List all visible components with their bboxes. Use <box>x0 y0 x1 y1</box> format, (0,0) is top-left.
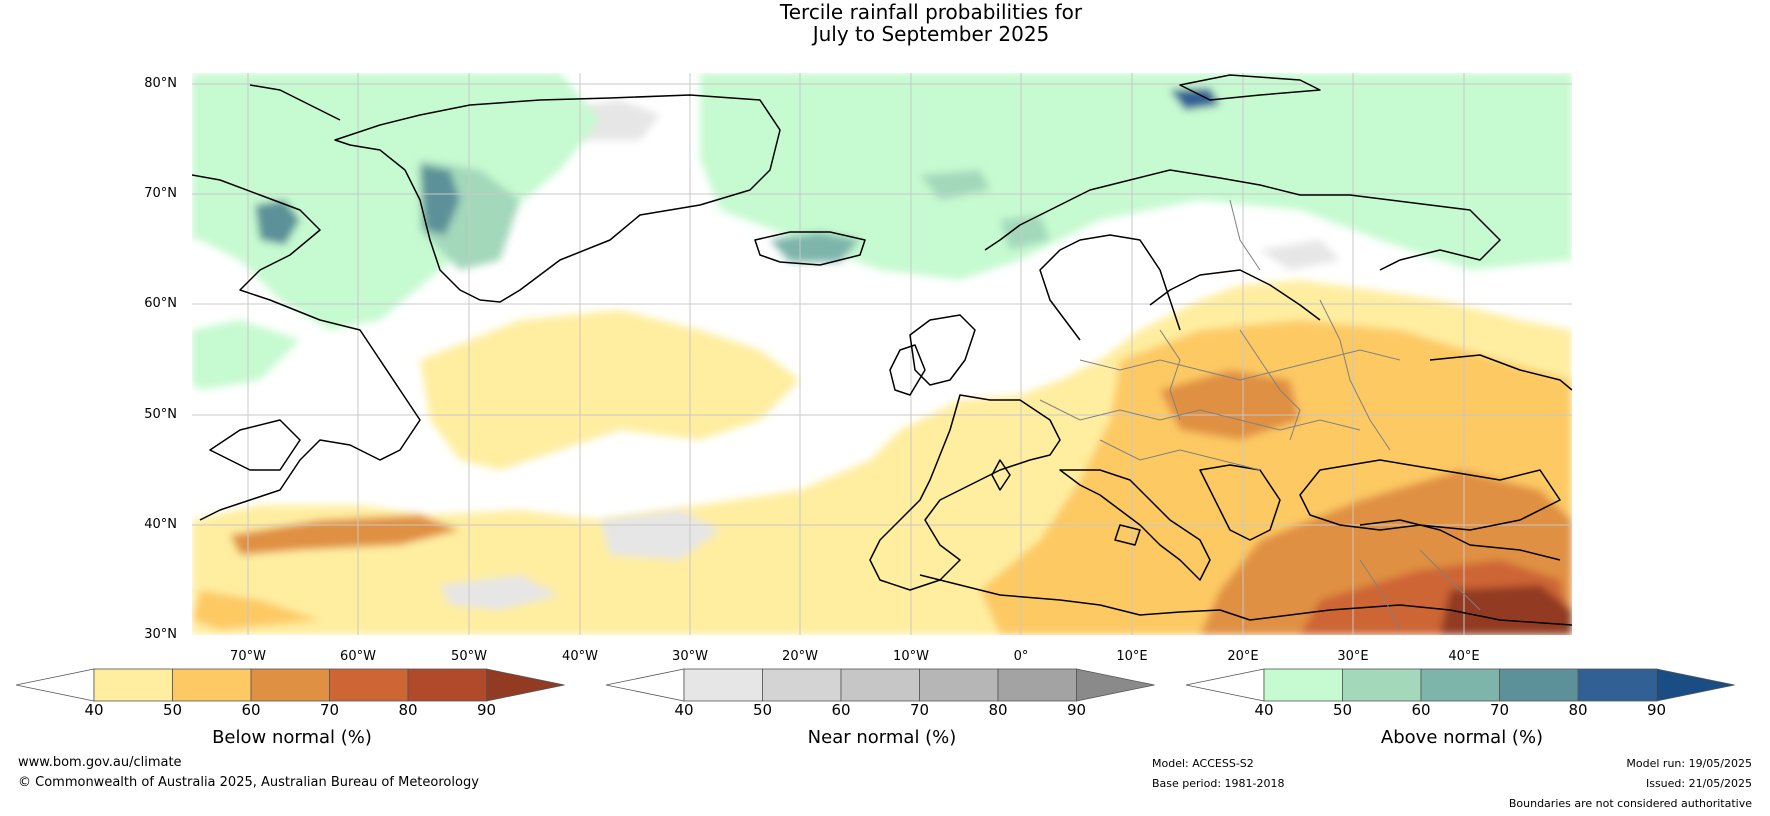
colorbar-above-normal <box>1186 668 1735 702</box>
colorbar-near-normal-bin-3 <box>919 668 999 702</box>
lon-label-20e: 20°E <box>1227 649 1259 664</box>
graticule <box>192 73 1572 635</box>
colorbar-above-normal-bin-2 <box>1420 668 1500 702</box>
colorbar-above-normal-over-triangle <box>1656 668 1735 702</box>
colorbar-above-normal-under-triangle <box>1186 668 1265 702</box>
base-period-text: Base period: 1981-2018 <box>1152 777 1285 790</box>
colorbar-below-normal-tick-3: 70 <box>319 701 340 719</box>
lon-label-40e: 40°E <box>1448 649 1480 664</box>
colorbar-below-normal-bin-1 <box>172 668 252 702</box>
website-text: www.bom.gov.au/climate <box>18 755 182 770</box>
colorbar-above-normal-bin-4 <box>1577 668 1657 702</box>
lat-label-80n: 80°N <box>144 76 177 91</box>
lat-label-30n: 30°N <box>144 627 177 642</box>
lat-label-50n: 50°N <box>144 407 177 422</box>
colorbar-near-normal-tick-1: 50 <box>752 701 773 719</box>
copyright-text: © Commonwealth of Australia 2025, Austra… <box>18 775 479 790</box>
colorbar-near-normal-tick-4: 80 <box>988 701 1008 719</box>
colorbar-near-normal-tick-0: 40 <box>674 701 694 719</box>
colorbar-title-near-normal: Near normal (%) <box>807 727 957 748</box>
colorbar-below-normal-under-triangle <box>16 668 95 702</box>
colorbar-below-normal-tick-5: 90 <box>476 701 497 719</box>
chart-title-line2: July to September 2025 <box>812 22 1050 46</box>
lon-label-40w: 40°W <box>562 649 598 664</box>
lon-label-70w: 70°W <box>230 649 266 664</box>
colorbar-above-normal-tick-1: 50 <box>1332 701 1353 719</box>
model-run-text: Model run: 19/05/2025 <box>1626 757 1752 770</box>
colorbar-below-normal-tick-1: 50 <box>162 701 183 719</box>
lon-label-60w: 60°W <box>340 649 376 664</box>
lon-label-20w: 20°W <box>782 649 818 664</box>
model-text: Model: ACCESS-S2 <box>1152 757 1254 770</box>
lat-label-40n: 40°N <box>144 517 177 532</box>
colorbar-above-normal-bin-3 <box>1499 668 1579 702</box>
colorbar-near-normal-tick-3: 70 <box>909 701 930 719</box>
lat-label-70n: 70°N <box>144 186 177 201</box>
colorbar-title-below-normal: Below normal (%) <box>212 727 372 748</box>
colorbar-near-normal-bin-1 <box>762 668 842 702</box>
colorbar-near-normal-bin-2 <box>840 668 920 702</box>
colorbar-below-normal-tick-2: 60 <box>241 701 261 719</box>
issued-text: Issued: 21/05/2025 <box>1645 777 1752 790</box>
lon-label-10e: 10°E <box>1116 649 1148 664</box>
colorbar-title-above-normal: Above normal (%) <box>1380 727 1544 748</box>
below-normal-regions <box>192 280 1572 635</box>
colorbar-above-normal-tick-4: 80 <box>1568 701 1588 719</box>
lon-label-10w: 10°W <box>893 649 929 664</box>
country-borders <box>1039 199 1481 631</box>
chart-title-line1: Tercile rainfall probabilities for <box>779 0 1083 24</box>
colorbar-near-normal-bin-0 <box>683 668 763 702</box>
colorbar-above-normal-tick-0: 40 <box>1254 701 1274 719</box>
lon-label-30w: 30°W <box>672 649 708 664</box>
colorbar-above-normal-tick-5: 90 <box>1646 701 1667 719</box>
colorbar-below-normal-over-triangle <box>486 668 565 702</box>
lon-label-30e: 30°E <box>1337 649 1369 664</box>
colorbar-near-normal-over-triangle <box>1076 668 1155 702</box>
colorbar-near-normal-tick-2: 60 <box>831 701 851 719</box>
disclaimer-text: Boundaries are not considered authoritat… <box>1508 797 1752 810</box>
colorbar-near-normal <box>606 668 1155 702</box>
coastlines <box>192 74 1572 626</box>
colorbar-above-normal-tick-3: 70 <box>1489 701 1510 719</box>
colorbar-near-normal-tick-5: 90 <box>1066 701 1087 719</box>
above-normal-regions <box>192 73 1572 390</box>
colorbar-below-normal-bin-4 <box>407 668 487 702</box>
colorbar-below-normal-bin-2 <box>250 668 330 702</box>
colorbar-below-normal-tick-0: 40 <box>84 701 104 719</box>
colorbar-above-normal-bin-1 <box>1342 668 1422 702</box>
colorbar-above-normal-bin-0 <box>1263 668 1343 702</box>
lon-label-0: 0° <box>1013 649 1029 664</box>
lon-label-50w: 50°W <box>451 649 487 664</box>
colorbar-below-normal-bin-3 <box>329 668 409 702</box>
colorbar-below-normal <box>16 668 565 702</box>
colorbar-near-normal-under-triangle <box>606 668 685 702</box>
colorbar-near-normal-bin-4 <box>997 668 1077 702</box>
colorbar-above-normal-tick-2: 60 <box>1411 701 1431 719</box>
colorbar-below-normal-tick-4: 80 <box>398 701 418 719</box>
colorbar-below-normal-bin-0 <box>93 668 173 702</box>
lat-label-60n: 60°N <box>144 296 177 311</box>
